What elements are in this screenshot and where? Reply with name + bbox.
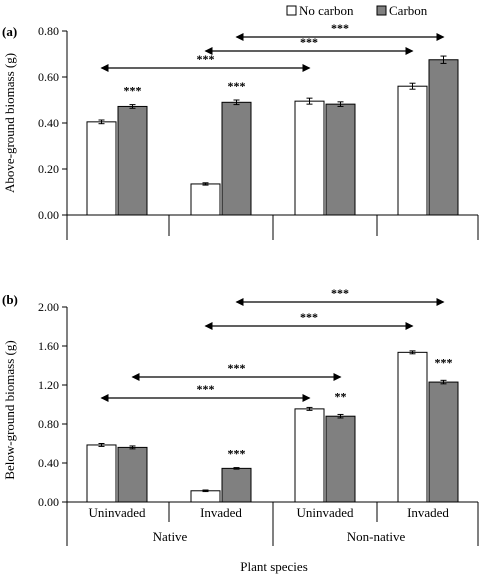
panel-b-label: (b)	[2, 292, 18, 307]
bar-carbon	[428, 381, 459, 503]
y-tick-label: 0.20	[38, 162, 59, 176]
panel-a-y-axis-label: Above-ground biomass (g)	[2, 53, 17, 193]
group-label: Non-native	[347, 529, 406, 544]
comparison-label: ***	[331, 21, 349, 35]
bar-no-carbon	[397, 351, 428, 503]
bar-no-carbon	[294, 408, 325, 503]
legend-swatch-carbon	[376, 5, 387, 16]
bar-carbon	[117, 446, 148, 503]
comparison-label: ***	[331, 286, 349, 300]
significance-mark: ***	[435, 355, 453, 369]
bar-carbon	[221, 467, 252, 503]
bar-no-carbon	[397, 85, 428, 216]
significance-mark: ***	[228, 79, 246, 93]
bar-no-carbon	[86, 444, 117, 503]
bar-no-carbon	[294, 100, 325, 216]
legend-label-carbon: Carbon	[389, 3, 428, 18]
y-tick-label: 1.60	[38, 339, 59, 353]
above-ground-chart: (a) Above-ground biomass (g) 0.00 0.20 0.4…	[2, 21, 479, 240]
bar-no-carbon	[190, 183, 221, 216]
y-tick-label: 0.80	[38, 417, 59, 431]
y-tick-label: 0.00	[38, 495, 59, 509]
bar-carbon	[428, 59, 459, 216]
y-tick-label: 0.60	[38, 70, 59, 84]
below-ground-chart: (b) Below-ground biomass (g) 0.00 0.40 0.8…	[2, 286, 479, 546]
y-tick-label: 0.40	[38, 116, 59, 130]
bar-no-carbon	[86, 121, 117, 216]
significance-mark: ***	[228, 447, 246, 461]
panel-a-label: (a)	[2, 24, 17, 39]
panel-b-y-axis-label: Below-ground biomass (g)	[2, 340, 17, 479]
legend: No carbon Carbon	[286, 3, 428, 18]
group-label: Native	[153, 529, 188, 544]
bar-carbon	[221, 101, 252, 216]
comparison-label: ***	[197, 382, 215, 396]
bar-carbon	[325, 103, 356, 216]
legend-label-no-carbon: No carbon	[299, 3, 354, 18]
y-tick-label: 0.40	[38, 456, 59, 470]
bar-carbon	[117, 105, 148, 216]
comparison-label: ***	[300, 310, 318, 324]
comparison-label: ***	[228, 361, 246, 375]
category-label: Invaded	[407, 505, 449, 520]
y-tick-label: 0.80	[38, 24, 59, 38]
bar-carbon	[325, 415, 356, 503]
significance-mark: ***	[124, 84, 142, 98]
y-tick-label: 0.00	[38, 208, 59, 222]
y-tick-label: 1.20	[38, 378, 59, 392]
category-label: Invaded	[200, 505, 242, 520]
comparison-label: ***	[197, 52, 215, 66]
bar-no-carbon	[190, 490, 221, 503]
category-label: Uninvaded	[88, 505, 146, 520]
y-tick-label: 2.00	[38, 300, 59, 314]
legend-swatch-no-carbon	[286, 5, 297, 16]
category-label: Uninvaded	[296, 505, 354, 520]
significance-mark: **	[335, 389, 347, 403]
x-axis-title: Plant species	[240, 559, 308, 574]
